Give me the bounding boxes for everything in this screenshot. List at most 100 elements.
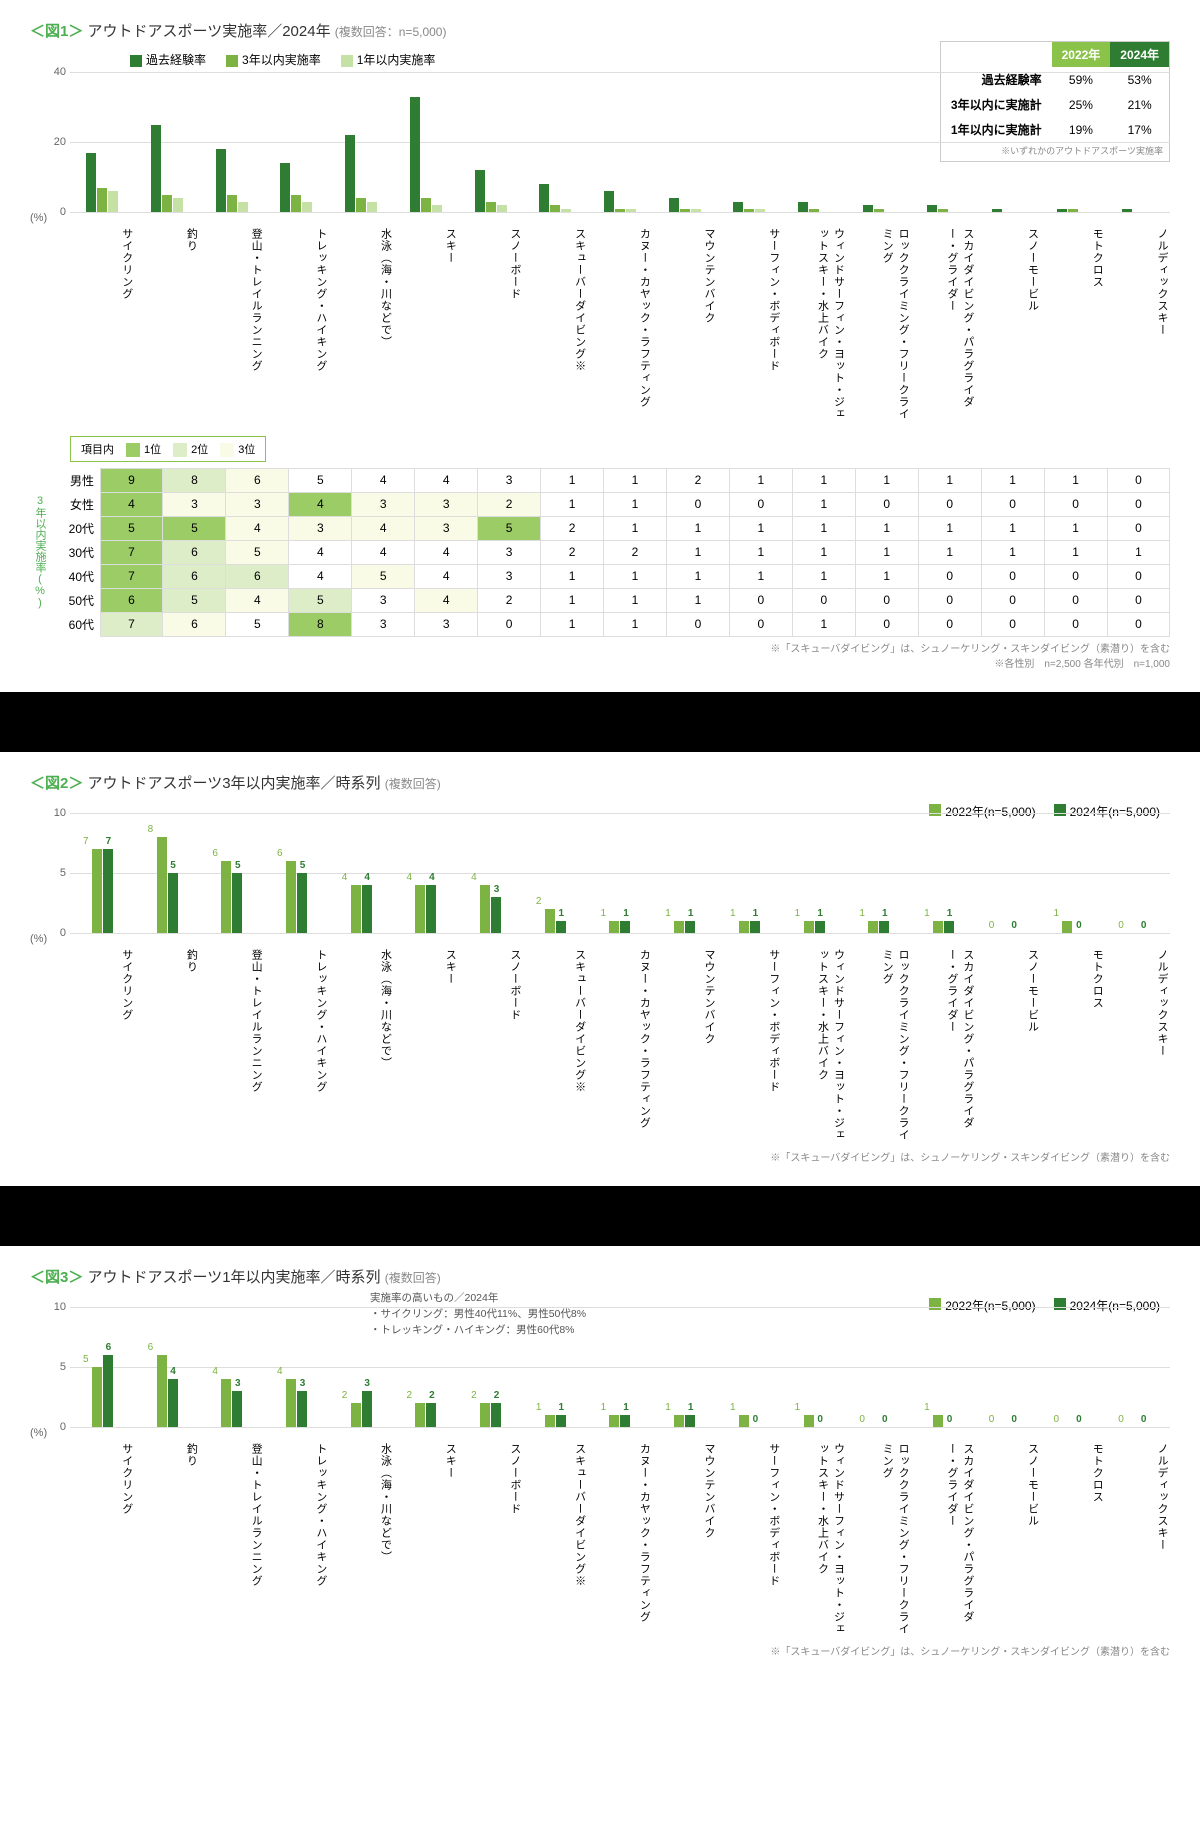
x-axis-label: モトクロス bbox=[1041, 945, 1106, 1145]
bar-group: 22 bbox=[394, 1307, 459, 1427]
bar bbox=[933, 921, 943, 933]
bar bbox=[173, 198, 183, 212]
rank-cell: 6 bbox=[225, 468, 289, 493]
bar-group bbox=[652, 72, 717, 212]
fig1-xlabels: サイクリング釣り登山・トレイルランニングトレッキング・ハイキング水泳（海・川など… bbox=[70, 224, 1170, 424]
y-tick: 0 bbox=[30, 1421, 66, 1433]
fig1-rank-table: 3年以内実施率(%) 男性女性20代30代40代50代60代 986544311… bbox=[30, 468, 1170, 636]
table-row: 76583301100100000 bbox=[100, 612, 1170, 636]
rank-cell: 2 bbox=[540, 516, 604, 541]
bar-value-label: 2 bbox=[494, 1390, 500, 1401]
rank-cell: 9 bbox=[100, 468, 164, 493]
rank-cell: 3 bbox=[477, 564, 541, 589]
rank-cell: 1 bbox=[540, 564, 604, 589]
bar bbox=[545, 1415, 555, 1427]
x-axis-label: カヌー・カヤック・ラフティング bbox=[588, 1439, 653, 1639]
bar-group: 10 bbox=[717, 1307, 782, 1427]
rank-cell: 5 bbox=[225, 612, 289, 637]
bar-value-label: 1 bbox=[817, 908, 823, 919]
rank-cell: 1 bbox=[855, 564, 919, 589]
y-tick: 0 bbox=[30, 206, 66, 218]
rank-cell: 5 bbox=[162, 516, 226, 541]
rank-cell: 1 bbox=[792, 564, 856, 589]
bar bbox=[620, 921, 630, 933]
bar-value-label: 4 bbox=[406, 872, 412, 883]
bar-value-label: 0 bbox=[1011, 920, 1017, 931]
bar-value-label: 5 bbox=[170, 860, 176, 871]
bar-group bbox=[394, 72, 459, 212]
bar-value-label: 4 bbox=[471, 872, 477, 883]
bar-value-label: 1 bbox=[601, 1402, 607, 1413]
x-axis-label: 水泳（海・川などで） bbox=[329, 945, 394, 1145]
bar bbox=[351, 1403, 361, 1427]
bar-value-label: 3 bbox=[235, 1378, 241, 1389]
bar bbox=[480, 885, 490, 933]
bar bbox=[491, 897, 501, 933]
bar bbox=[739, 1415, 749, 1427]
x-axis-label: マウンテンバイク bbox=[652, 1439, 717, 1639]
rank-cell: 0 bbox=[729, 612, 793, 637]
bar-group: 11 bbox=[911, 813, 976, 933]
rank-cell: 6 bbox=[162, 612, 226, 637]
rank-cell: 4 bbox=[414, 540, 478, 565]
bar-group: 43 bbox=[199, 1307, 264, 1427]
x-axis-label: スノーボード bbox=[458, 1439, 523, 1639]
x-axis-label: スキー bbox=[394, 1439, 459, 1639]
bar bbox=[691, 209, 701, 213]
bar-group: 00 bbox=[1105, 813, 1170, 933]
legend-item: 3年以内実施率 bbox=[226, 51, 321, 68]
bar-group bbox=[1041, 72, 1106, 212]
fig2-title-text: アウトドアスポーツ3年以内実施率／時系列 bbox=[88, 775, 381, 792]
fig3-chart-wrap: 2022年(n=5,000)2024年(n=5,000) 実施率の高いもの／20… bbox=[30, 1297, 1170, 1639]
rank-cell: 1 bbox=[1044, 468, 1108, 493]
x-axis-label: サーフィン・ボディボード bbox=[717, 224, 782, 424]
rank-cell: 3 bbox=[162, 492, 226, 517]
rank-cell: 6 bbox=[162, 564, 226, 589]
rank-cell: 2 bbox=[477, 492, 541, 517]
bar-value-label: 1 bbox=[601, 908, 607, 919]
y-tick: 10 bbox=[30, 807, 66, 819]
fig1-chart-wrap: 過去経験率3年以内実施率1年以内実施率 2022年2024年 過去経験率59%5… bbox=[30, 51, 1170, 424]
bar-value-label: 5 bbox=[235, 860, 241, 871]
rank-cell: 7 bbox=[100, 612, 164, 637]
rank-cell: 4 bbox=[351, 516, 415, 541]
bar-value-label: 2 bbox=[536, 896, 542, 907]
fig2-title-sub: (複数回答) bbox=[385, 777, 441, 791]
bar-value-label: 0 bbox=[882, 1414, 888, 1425]
rank-cell: 3 bbox=[414, 492, 478, 517]
bar-group: 85 bbox=[135, 813, 200, 933]
bar bbox=[232, 873, 242, 933]
bar-value-label: 6 bbox=[277, 848, 283, 859]
fig2-footnote: ※「スキューバダイビング」は、シュノーケリング・スキンダイビング（素潜り）を含む bbox=[30, 1151, 1170, 1166]
bar-value-label: 1 bbox=[559, 908, 565, 919]
fig3-pct-label: (%) bbox=[30, 1427, 1170, 1439]
rank-cell: 3 bbox=[351, 612, 415, 637]
bar bbox=[103, 1355, 113, 1427]
rank-cell: 4 bbox=[414, 468, 478, 493]
y-tick: 5 bbox=[30, 867, 66, 879]
x-axis-label: マウンテンバイク bbox=[652, 945, 717, 1145]
rank-cell: 0 bbox=[918, 564, 982, 589]
rank-row-label: 女性 bbox=[50, 492, 100, 516]
rank-cell: 1 bbox=[918, 540, 982, 565]
bar-group bbox=[717, 72, 782, 212]
rank-cell: 0 bbox=[1107, 588, 1171, 613]
bar bbox=[944, 921, 954, 933]
bar-value-label: 0 bbox=[947, 1414, 953, 1425]
fig2-chart-wrap: 2022年(n=5,000)2024年(n=5,000) 05107785656… bbox=[30, 803, 1170, 1145]
bar bbox=[410, 97, 420, 213]
bar bbox=[432, 205, 442, 212]
bar-value-label: 6 bbox=[148, 1342, 154, 1353]
fig3-title-num: ＜図3＞ bbox=[30, 1269, 83, 1286]
bar-value-label: 3 bbox=[494, 884, 500, 895]
rank-cell: 3 bbox=[288, 516, 352, 541]
rank-cell: 4 bbox=[100, 492, 164, 517]
rank-legend-label: 項目内 bbox=[81, 441, 114, 457]
rank-cell: 1 bbox=[981, 468, 1045, 493]
bar bbox=[609, 1415, 619, 1427]
y-tick: 5 bbox=[30, 1361, 66, 1373]
bar-group: 77 bbox=[70, 813, 135, 933]
bar bbox=[992, 209, 1002, 213]
bar bbox=[345, 135, 355, 212]
bar-group: 11 bbox=[588, 813, 653, 933]
